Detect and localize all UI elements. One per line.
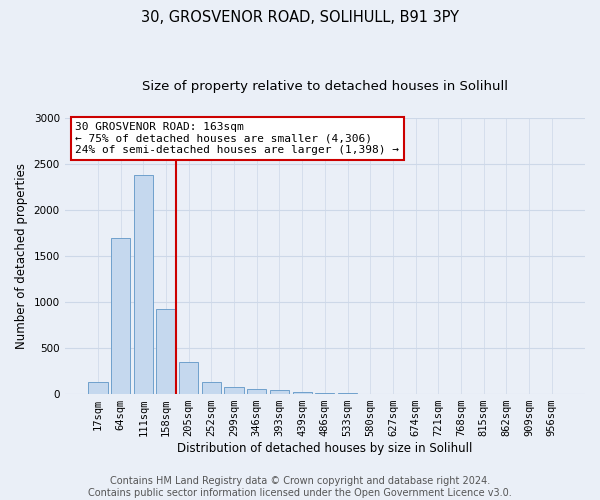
Bar <box>88 382 107 394</box>
Bar <box>224 386 244 394</box>
Bar <box>270 390 289 394</box>
Bar <box>315 392 334 394</box>
Text: 30 GROSVENOR ROAD: 163sqm
← 75% of detached houses are smaller (4,306)
24% of se: 30 GROSVENOR ROAD: 163sqm ← 75% of detac… <box>75 122 399 155</box>
Title: Size of property relative to detached houses in Solihull: Size of property relative to detached ho… <box>142 80 508 93</box>
Bar <box>293 392 312 394</box>
Bar <box>247 389 266 394</box>
Bar <box>179 362 199 394</box>
Bar <box>338 393 357 394</box>
Text: Contains HM Land Registry data © Crown copyright and database right 2024.
Contai: Contains HM Land Registry data © Crown c… <box>88 476 512 498</box>
X-axis label: Distribution of detached houses by size in Solihull: Distribution of detached houses by size … <box>177 442 473 455</box>
Text: 30, GROSVENOR ROAD, SOLIHULL, B91 3PY: 30, GROSVENOR ROAD, SOLIHULL, B91 3PY <box>141 10 459 25</box>
Bar <box>111 238 130 394</box>
Bar <box>202 382 221 394</box>
Y-axis label: Number of detached properties: Number of detached properties <box>15 163 28 349</box>
Bar <box>157 310 176 394</box>
Bar <box>134 175 153 394</box>
